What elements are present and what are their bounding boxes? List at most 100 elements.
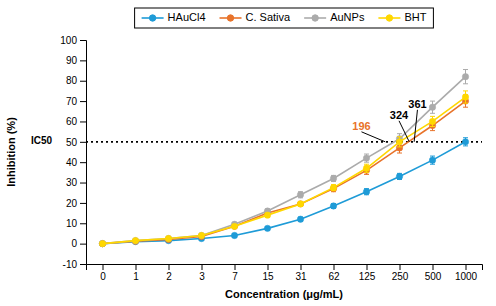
error-bar bbox=[463, 138, 468, 146]
x-tick-mark bbox=[169, 264, 170, 270]
y-tick: 0 bbox=[71, 238, 86, 249]
x-tick-label: 62 bbox=[328, 271, 340, 282]
y-tick: 20 bbox=[66, 198, 86, 209]
x-tick-label: 3 bbox=[199, 271, 205, 282]
error-bar bbox=[364, 189, 369, 195]
x-tick: 125 bbox=[359, 264, 376, 282]
x-tick: 1 bbox=[133, 264, 139, 282]
plot: 012371531621252505001000-100102030405060… bbox=[5, 35, 483, 300]
x-tick: 31 bbox=[295, 264, 307, 282]
y-tick: 10 bbox=[66, 218, 86, 229]
y-tick: 80 bbox=[66, 75, 86, 86]
x-tick-label: 31 bbox=[295, 271, 307, 282]
x-tick-label: 500 bbox=[425, 271, 442, 282]
error-bar bbox=[463, 70, 468, 84]
legend-swatch bbox=[149, 15, 155, 21]
series-line bbox=[103, 97, 466, 244]
y-tick-mark bbox=[80, 60, 86, 61]
y-tick-label: 60 bbox=[66, 116, 78, 127]
error-bar bbox=[463, 91, 468, 103]
x-tick-mark bbox=[334, 264, 335, 270]
marker bbox=[462, 94, 468, 100]
marker bbox=[429, 104, 435, 110]
marker bbox=[330, 175, 336, 181]
x-tick: 7 bbox=[232, 264, 238, 282]
marker bbox=[231, 223, 237, 229]
y-tick-label: 70 bbox=[66, 96, 78, 107]
error-bar bbox=[298, 192, 303, 198]
y-tick: 100 bbox=[60, 35, 86, 46]
x-tick-mark bbox=[400, 264, 401, 270]
y-tick-mark bbox=[80, 183, 86, 184]
y-axis-line bbox=[80, 41, 87, 265]
error-bar bbox=[298, 201, 303, 206]
error-bar bbox=[430, 116, 435, 126]
marker bbox=[132, 237, 138, 243]
series-line bbox=[103, 142, 466, 244]
x-tick-mark bbox=[235, 264, 236, 270]
marker bbox=[396, 173, 402, 179]
x-tick-mark bbox=[367, 264, 368, 270]
y-tick-mark bbox=[80, 162, 86, 163]
error-bar bbox=[430, 101, 435, 113]
x-tick-mark bbox=[136, 264, 137, 270]
y-tick-mark bbox=[80, 40, 86, 41]
x-tick: 15 bbox=[262, 264, 274, 282]
x-tick: 2 bbox=[166, 264, 172, 282]
y-tick: 40 bbox=[66, 157, 86, 168]
annotation-leader bbox=[414, 110, 417, 142]
marker bbox=[429, 157, 435, 163]
y-tick-mark bbox=[80, 101, 86, 102]
legend-swatch bbox=[227, 15, 233, 21]
x-tick: 250 bbox=[392, 264, 409, 282]
marker bbox=[330, 184, 336, 190]
x-axis-line bbox=[87, 265, 483, 271]
marker bbox=[363, 165, 369, 171]
y-tick-label: 80 bbox=[66, 75, 78, 86]
y-tick-mark bbox=[80, 264, 86, 265]
x-tick-mark bbox=[103, 264, 104, 270]
legend-label: AuNPs bbox=[330, 11, 365, 23]
y-tick-mark bbox=[80, 244, 86, 245]
marker bbox=[99, 240, 105, 246]
marker bbox=[330, 203, 336, 209]
annotation-leader bbox=[399, 121, 409, 142]
marker bbox=[264, 212, 270, 218]
annotation-leader bbox=[361, 132, 385, 142]
x-tick: 0 bbox=[100, 264, 106, 282]
legend-swatch bbox=[386, 15, 392, 21]
x-axis: 012371531621252505001000 bbox=[87, 264, 483, 282]
series bbox=[99, 95, 468, 247]
marker bbox=[429, 118, 435, 124]
error-bar bbox=[331, 175, 336, 181]
marker bbox=[462, 73, 468, 79]
error-bar bbox=[364, 164, 369, 172]
annotation: 324 bbox=[390, 109, 409, 121]
series-line bbox=[103, 77, 466, 244]
legend-item: HAuCl4 bbox=[142, 11, 206, 23]
marker bbox=[297, 201, 303, 207]
reference-label: IC50 bbox=[31, 135, 53, 146]
error-bar bbox=[397, 137, 402, 147]
x-tick-label: 250 bbox=[392, 271, 409, 282]
marker bbox=[132, 237, 138, 243]
legend: HAuCl4C. SativaAuNPsBHT bbox=[135, 8, 434, 28]
data-area bbox=[86, 70, 482, 247]
legend-label: BHT bbox=[404, 11, 426, 23]
x-tick: 500 bbox=[425, 264, 442, 282]
x-tick-label: 125 bbox=[359, 271, 376, 282]
x-tick-label: 0 bbox=[100, 271, 106, 282]
y-tick-label: 10 bbox=[66, 218, 78, 229]
legend-item: AuNPs bbox=[304, 11, 365, 23]
y-tick: 90 bbox=[66, 55, 86, 66]
annotation: 361 bbox=[408, 98, 426, 110]
x-tick-label: 2 bbox=[166, 271, 172, 282]
marker bbox=[165, 235, 171, 241]
error-bar bbox=[331, 204, 336, 209]
marker bbox=[297, 216, 303, 222]
marker bbox=[297, 201, 303, 207]
marker bbox=[231, 223, 237, 229]
marker bbox=[165, 235, 171, 241]
marker bbox=[99, 240, 105, 246]
y-tick-label: 50 bbox=[66, 137, 78, 148]
